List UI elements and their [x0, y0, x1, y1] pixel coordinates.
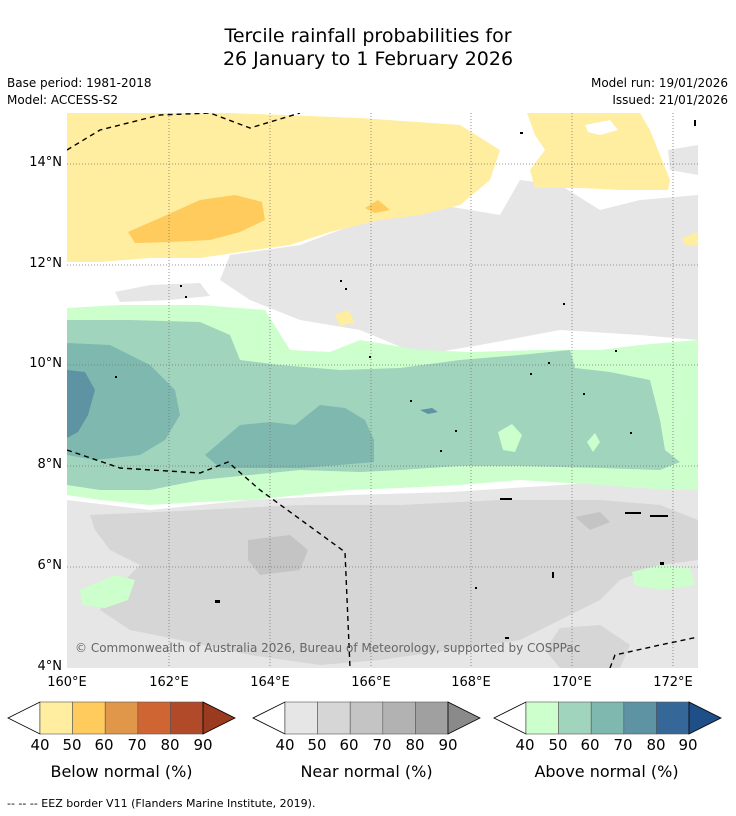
near-swatch-2	[349, 701, 384, 735]
below-swatch-0	[39, 701, 73, 735]
above-tick-50: 50	[548, 736, 568, 754]
above-normal-60-patch	[67, 343, 180, 460]
above-swatch-3	[623, 701, 657, 735]
above-swatch-4	[656, 701, 690, 735]
near-normal-band-north	[220, 180, 698, 355]
base-period: Base period: 1981-2018	[7, 76, 152, 90]
below-normal-50-patch	[128, 195, 265, 243]
map-fill-layer	[67, 113, 698, 668]
above-swatch-2	[590, 701, 625, 735]
above-normal-green-hole-1	[498, 424, 522, 452]
chart-title-line2: 26 January to 1 February 2026	[222, 48, 514, 70]
lon-label-164e: 164°E	[250, 675, 290, 690]
near-arrow-high	[447, 701, 481, 735]
near-tick-60: 60	[339, 736, 359, 754]
below-tick-60: 60	[94, 736, 114, 754]
above-tick-40: 40	[515, 736, 535, 754]
above-normal-patch-southwest	[80, 575, 135, 608]
lon-label-162e: 162°E	[149, 675, 189, 690]
issued-date: Issued: 21/01/2026	[612, 93, 728, 107]
below-swatch-3	[137, 701, 171, 735]
above-tick-90: 90	[678, 736, 698, 754]
lat-label-12n: 12°N	[29, 256, 62, 271]
near-normal-label: Near normal (%)	[300, 762, 433, 781]
chart-title-line1: Tercile rainfall probabilities for	[224, 25, 512, 47]
lon-label-160e: 160°E	[47, 675, 87, 690]
island-markers	[115, 120, 696, 639]
near-tick-90: 90	[438, 736, 458, 754]
above-swatch-0	[525, 701, 559, 735]
lon-label-168e: 168°E	[451, 675, 491, 690]
near-normal-patch-south	[545, 625, 630, 668]
copyright-notice: © Commonwealth of Australia 2026, Bureau…	[75, 641, 581, 655]
gridlines	[67, 113, 698, 668]
near-normal-patch-darker-2	[575, 512, 610, 530]
above-normal-label: Above normal (%)	[534, 762, 679, 781]
lat-label-14n: 14°N	[29, 155, 62, 170]
near-tick-80: 80	[405, 736, 425, 754]
lat-label-10n: 10°N	[29, 356, 62, 371]
near-swatch-1	[317, 701, 351, 735]
lat-label-4n: 4°N	[37, 659, 63, 674]
model-run: Model run: 19/01/2026	[590, 76, 728, 90]
below-normal-label: Below normal (%)	[50, 762, 193, 781]
colorbar-near	[252, 701, 481, 735]
below-swatch-1	[72, 701, 106, 735]
above-arrow-high	[688, 701, 722, 735]
lat-label-6n: 6°N	[37, 558, 63, 573]
near-tick-40: 40	[275, 736, 295, 754]
below-swatch-4	[170, 701, 204, 735]
above-tick-70: 70	[613, 736, 633, 754]
above-normal-70-patch	[67, 370, 95, 438]
below-tick-40: 40	[30, 736, 50, 754]
near-swatch-0	[284, 701, 318, 735]
below-arrow-high	[202, 701, 236, 735]
lat-label-8n: 8°N	[37, 457, 63, 472]
near-normal-patch-darker	[248, 535, 308, 575]
above-normal-green-hole-2	[587, 433, 600, 452]
above-normal-60-patch-2	[205, 405, 374, 468]
below-tick-50: 50	[62, 736, 82, 754]
below-normal-patch-white-hole	[585, 120, 618, 135]
near-tick-70: 70	[372, 736, 392, 754]
below-normal-patch-center	[335, 310, 355, 326]
below-swatch-2	[104, 701, 139, 735]
near-arrow-low	[252, 701, 286, 735]
near-swatch-4	[415, 701, 449, 735]
above-normal-70-dot	[420, 408, 438, 414]
colorbar-below	[7, 701, 236, 735]
eez-footer-note: -- -- -- EEZ border V11 (Flanders Marine…	[7, 797, 316, 810]
below-tick-70: 70	[127, 736, 147, 754]
below-normal-band-east	[527, 113, 670, 190]
model-name: Model: ACCESS-S2	[7, 93, 119, 107]
below-arrow-low	[7, 701, 41, 735]
lon-label-172e: 172°E	[653, 675, 693, 690]
near-normal-band-northeast	[668, 145, 698, 175]
near-swatch-3	[382, 701, 416, 735]
below-tick-80: 80	[160, 736, 180, 754]
above-normal-patch-southeast	[632, 565, 695, 590]
below-tick-90: 90	[193, 736, 213, 754]
below-normal-patch-east	[682, 232, 698, 246]
near-normal-band-south-darker	[90, 500, 698, 665]
above-tick-80: 80	[646, 736, 666, 754]
colorbar-above	[493, 701, 722, 735]
near-tick-50: 50	[307, 736, 327, 754]
eez-borders	[67, 113, 698, 668]
above-tick-60: 60	[580, 736, 600, 754]
lon-label-166e: 166°E	[351, 675, 391, 690]
above-arrow-low	[493, 701, 527, 735]
lon-label-170e: 170°E	[552, 675, 592, 690]
above-swatch-1	[558, 701, 592, 735]
